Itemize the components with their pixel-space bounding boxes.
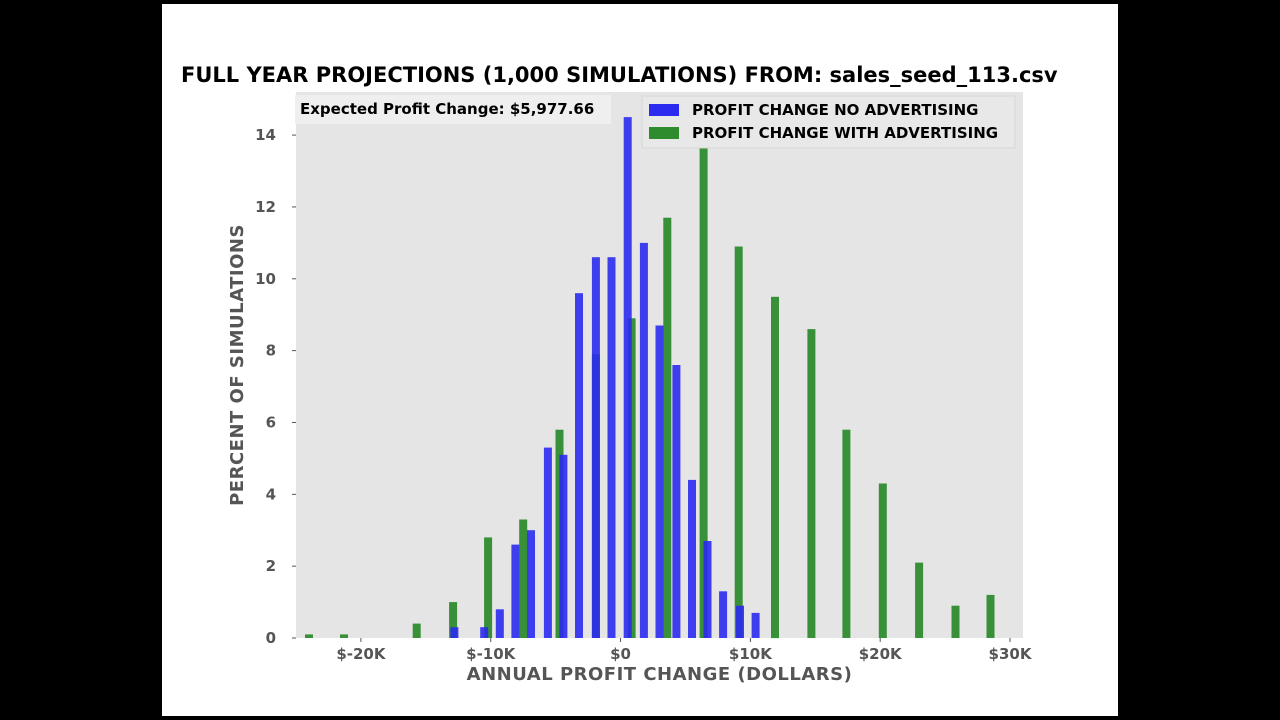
legend-swatch-with-advertising — [649, 127, 679, 139]
bar-no-advertising — [672, 365, 680, 638]
bar-with-advertising — [735, 247, 743, 639]
bar-no-advertising — [511, 545, 519, 638]
y-tick-label: 6 — [266, 413, 276, 431]
bar-with-advertising — [771, 297, 779, 638]
figure-canvas: FULL YEAR PROJECTIONS (1,000 SIMULATIONS… — [162, 4, 1118, 716]
bar-no-advertising — [450, 627, 458, 638]
histogram-chart: FULL YEAR PROJECTIONS (1,000 SIMULATIONS… — [162, 4, 1118, 716]
y-axis-ticks: 0 2 4 6 8 10 12 14 — [255, 126, 296, 647]
bar-with-advertising — [987, 595, 995, 638]
bar-no-advertising — [736, 606, 744, 638]
bar-no-advertising — [496, 609, 504, 638]
y-tick-label: 2 — [266, 557, 276, 575]
x-tick-label: $0 — [610, 645, 631, 663]
bar-with-advertising — [915, 563, 923, 638]
y-tick-label: 14 — [255, 126, 276, 144]
bar-with-advertising — [842, 430, 850, 638]
expected-profit-annotation: Expected Profit Change: $5,977.66 — [295, 95, 611, 124]
bar-no-advertising — [752, 613, 760, 638]
chart-title: FULL YEAR PROJECTIONS (1,000 SIMULATIONS… — [181, 63, 1058, 87]
y-tick-label: 10 — [255, 270, 276, 288]
bar-with-advertising — [340, 634, 348, 638]
bar-no-advertising — [592, 257, 600, 638]
bar-with-advertising — [663, 218, 671, 638]
y-tick-label: 12 — [255, 198, 276, 216]
x-tick-label: $10K — [729, 645, 773, 663]
bar-no-advertising — [575, 293, 583, 638]
bar-no-advertising — [544, 448, 552, 638]
bar-with-advertising — [305, 634, 313, 638]
bar-with-advertising — [519, 520, 527, 639]
bar-no-advertising — [624, 117, 632, 638]
bar-with-advertising — [484, 537, 492, 638]
bar-no-advertising — [704, 541, 712, 638]
legend: PROFIT CHANGE NO ADVERTISING PROFIT CHAN… — [642, 96, 1015, 148]
bar-with-advertising — [952, 606, 960, 638]
x-axis-ticks: $-20K $-10K $0 $10K $20K $30K — [336, 638, 1033, 663]
x-axis-label: ANNUAL PROFIT CHANGE (DOLLARS) — [467, 664, 853, 685]
x-tick-label: $20K — [859, 645, 903, 663]
bar-no-advertising — [656, 326, 664, 639]
legend-swatch-no-advertising — [649, 104, 679, 116]
bar-no-advertising — [688, 480, 696, 638]
bar-no-advertising — [719, 591, 727, 638]
bar-with-advertising — [879, 484, 887, 639]
x-tick-label: $-10K — [466, 645, 517, 663]
bar-no-advertising — [527, 530, 535, 638]
bar-no-advertising — [640, 243, 648, 638]
y-axis-label: PERCENT OF SIMULATIONS — [227, 224, 248, 506]
bar-no-advertising — [480, 627, 488, 638]
y-tick-label: 0 — [266, 629, 276, 647]
bar-no-advertising — [559, 455, 567, 638]
annotation-text: Expected Profit Change: $5,977.66 — [300, 100, 594, 118]
legend-label-with-advertising: PROFIT CHANGE WITH ADVERTISING — [692, 124, 998, 142]
x-tick-label: $30K — [989, 645, 1033, 663]
bar-no-advertising — [608, 257, 616, 638]
y-tick-label: 8 — [266, 342, 276, 360]
legend-label-no-advertising: PROFIT CHANGE NO ADVERTISING — [692, 101, 978, 119]
y-tick-label: 4 — [266, 485, 276, 503]
bar-with-advertising — [807, 329, 815, 638]
bar-with-advertising — [413, 624, 421, 638]
x-tick-label: $-20K — [336, 645, 387, 663]
